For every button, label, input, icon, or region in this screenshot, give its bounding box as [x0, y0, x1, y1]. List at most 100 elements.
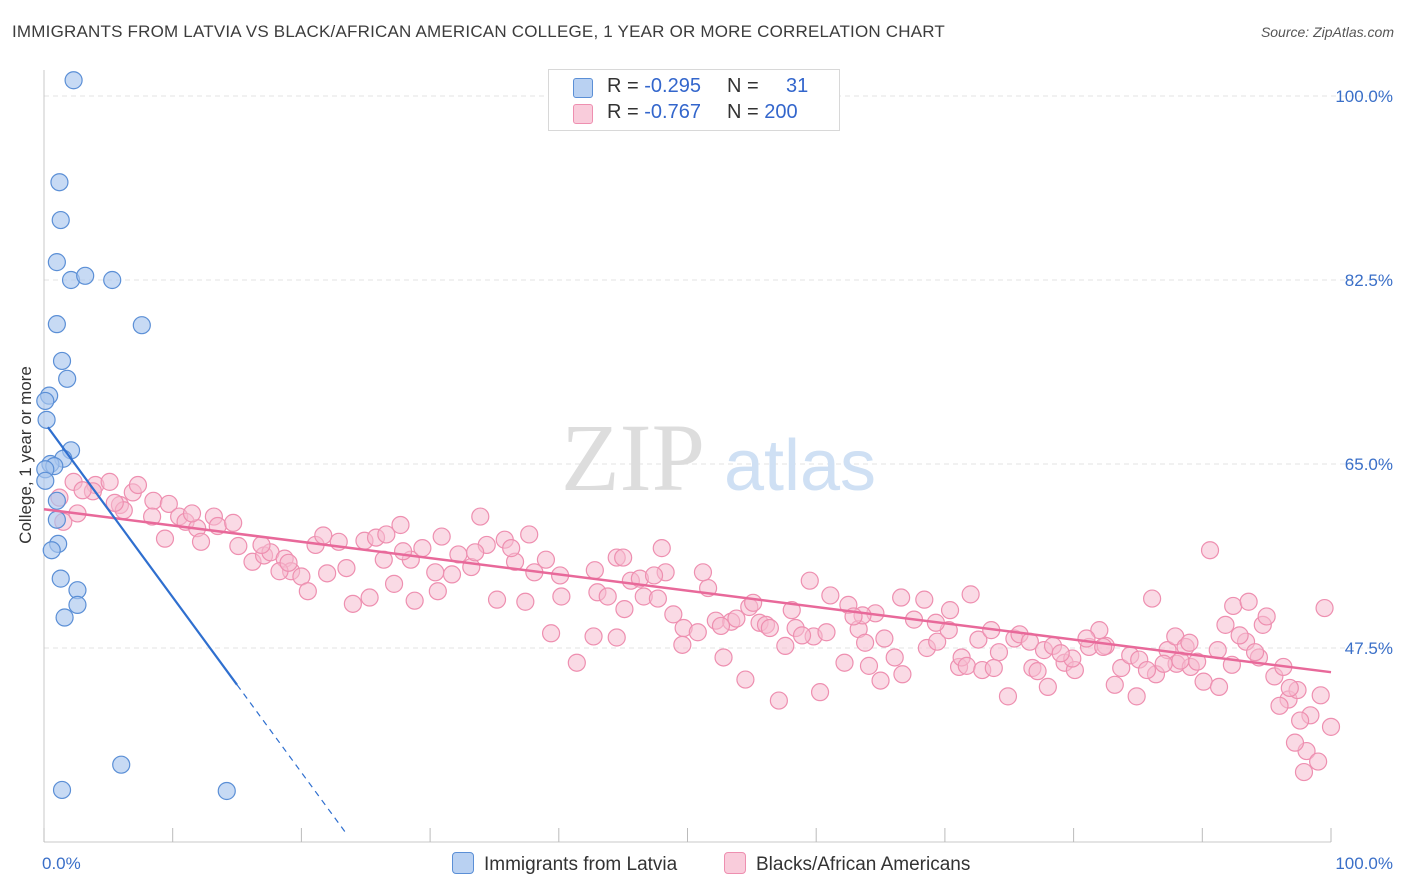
data-point-black-african-american — [1239, 592, 1258, 611]
data-point-black-african-american — [337, 558, 356, 578]
trend-line-black-african-american — [43, 507, 1332, 674]
data-point-black-african-american — [644, 566, 664, 585]
data-point-black-african-american — [1224, 596, 1243, 616]
data-point-black-african-american — [998, 687, 1018, 706]
data-point-latvia — [52, 780, 72, 800]
data-point-black-african-american — [1230, 626, 1249, 645]
data-point-black-african-american — [252, 535, 271, 555]
y-tick-label: 82.5% — [1345, 271, 1393, 290]
data-point-black-african-american — [391, 515, 410, 535]
data-point-latvia — [103, 270, 122, 290]
data-point-black-african-american — [552, 587, 571, 606]
data-point-black-african-american — [614, 548, 633, 567]
data-point-latvia — [52, 351, 72, 371]
data-point-latvia — [51, 210, 70, 230]
data-point-black-african-american — [1257, 607, 1276, 626]
data-point-latvia — [47, 510, 66, 529]
data-point-black-african-american — [892, 588, 911, 607]
y-tick-label: 100.0% — [1335, 87, 1393, 106]
data-point-black-african-american — [961, 585, 980, 604]
data-point-black-african-american — [1294, 762, 1314, 782]
data-point-latvia — [50, 173, 69, 192]
data-point-black-african-american — [191, 532, 211, 551]
data-point-black-african-american — [1077, 629, 1096, 648]
x-tick-label: 100.0% — [1335, 854, 1393, 873]
data-point-black-african-american — [426, 563, 445, 582]
data-point-black-african-american — [928, 632, 947, 651]
data-point-black-african-american — [598, 587, 617, 606]
data-point-black-african-american — [893, 665, 912, 684]
x-tick-label: 0.0% — [42, 854, 81, 873]
data-point-black-african-american — [1311, 686, 1330, 705]
data-point-black-african-american — [393, 542, 413, 561]
data-point-latvia — [42, 541, 61, 560]
data-point-black-african-american — [782, 601, 801, 620]
data-point-black-african-american — [615, 599, 634, 619]
data-point-black-african-american — [298, 582, 317, 601]
data-point-black-african-american — [428, 582, 447, 601]
data-point-black-african-american — [940, 601, 960, 620]
data-point-black-african-american — [673, 635, 692, 654]
data-point-black-african-american — [1280, 678, 1299, 698]
data-point-black-african-american — [1137, 660, 1157, 680]
data-point-black-african-american — [1200, 541, 1220, 560]
data-point-black-african-american — [487, 590, 507, 609]
legend-n: N = 200 — [727, 101, 798, 123]
data-point-black-african-american — [652, 539, 671, 558]
legend-n: N = 31 — [727, 75, 809, 97]
data-point-black-african-american — [1315, 598, 1334, 618]
data-point-black-african-american — [648, 589, 667, 608]
trend-line-latvia — [46, 426, 238, 686]
data-point-black-african-american — [318, 564, 337, 583]
data-point-black-african-american — [800, 571, 819, 590]
data-point-black-african-american — [502, 539, 521, 558]
data-point-black-african-american — [182, 504, 202, 523]
legend-label: Blacks/African Americans — [756, 854, 971, 875]
bottom-legend-latvia: Immigrants from Latvia — [452, 852, 677, 876]
bottom-legend-black-african-american: Blacks/African Americans — [724, 852, 970, 876]
data-point-black-african-american — [1209, 677, 1229, 697]
data-point-black-african-american — [159, 494, 178, 514]
data-point-black-african-american — [1285, 733, 1305, 752]
data-point-black-african-american — [1105, 675, 1124, 694]
data-point-black-african-american — [1270, 696, 1289, 715]
legend-r-value: -0.767 — [644, 101, 701, 123]
data-point-black-african-american — [1094, 637, 1113, 657]
data-point-black-african-american — [100, 472, 119, 491]
data-point-black-african-american — [516, 592, 535, 611]
data-point-latvia — [64, 71, 83, 90]
data-point-black-african-american — [585, 561, 604, 580]
data-point-black-african-american — [957, 656, 976, 675]
legend-label: Immigrants from Latvia — [484, 854, 678, 875]
data-point-black-african-american — [520, 525, 539, 544]
data-point-black-african-american — [769, 691, 788, 710]
data-point-black-african-american — [1127, 687, 1146, 706]
data-point-black-african-american — [1321, 717, 1341, 736]
y-tick-label: 47.5% — [1345, 639, 1393, 658]
data-point-latvia — [58, 369, 77, 388]
data-point-black-african-american — [915, 590, 934, 609]
data-point-black-african-american — [1143, 589, 1162, 608]
data-point-black-african-american — [744, 593, 763, 612]
tick-labels: 47.5% 65.0% 82.5% 100.0% 0.0% 100.0% — [42, 87, 1393, 873]
data-point-black-african-american — [607, 628, 626, 647]
data-point-black-african-american — [885, 648, 904, 667]
data-point-black-african-american — [688, 623, 707, 642]
data-point-black-african-american — [143, 507, 162, 526]
data-point-black-african-american — [1194, 672, 1213, 691]
data-point-black-african-american — [343, 594, 362, 613]
data-point-latvia — [76, 266, 95, 285]
data-point-black-african-american — [314, 526, 333, 545]
data-point-black-african-american — [128, 475, 148, 495]
trend-lines — [43, 426, 1332, 835]
data-point-black-african-american — [1180, 633, 1199, 652]
data-point-black-african-american — [536, 550, 556, 569]
legend-swatch-blue — [452, 852, 474, 874]
source-label: Source: ZipAtlas.com — [1260, 24, 1394, 40]
legend-swatch-pink — [573, 104, 593, 124]
axes — [43, 70, 1332, 843]
data-point-black-african-american — [229, 536, 248, 556]
data-point-latvia — [132, 316, 151, 335]
data-point-black-african-american — [105, 493, 124, 513]
data-point-black-african-american — [1051, 644, 1070, 663]
